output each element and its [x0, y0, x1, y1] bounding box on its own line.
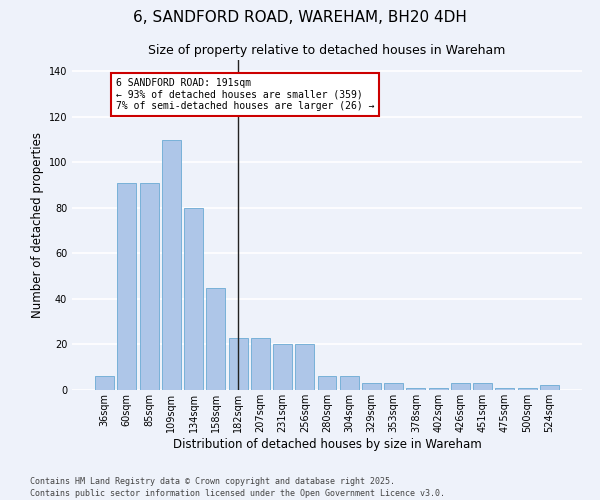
Text: 6 SANDFORD ROAD: 191sqm
← 93% of detached houses are smaller (359)
7% of semi-de: 6 SANDFORD ROAD: 191sqm ← 93% of detache… — [116, 78, 374, 112]
Bar — [384, 383, 403, 390]
Bar — [118, 183, 136, 390]
Bar — [162, 140, 181, 390]
Title: Size of property relative to detached houses in Wareham: Size of property relative to detached ho… — [148, 44, 506, 58]
Bar — [206, 288, 225, 390]
Bar — [518, 388, 536, 390]
Bar — [496, 388, 514, 390]
Bar — [429, 388, 448, 390]
Bar — [473, 383, 492, 390]
Bar — [362, 383, 381, 390]
Bar — [140, 183, 158, 390]
Bar — [340, 376, 359, 390]
Y-axis label: Number of detached properties: Number of detached properties — [31, 132, 44, 318]
Text: Contains HM Land Registry data © Crown copyright and database right 2025.
Contai: Contains HM Land Registry data © Crown c… — [30, 476, 445, 498]
Bar — [184, 208, 203, 390]
Bar — [251, 338, 270, 390]
Bar — [317, 376, 337, 390]
Text: 6, SANDFORD ROAD, WAREHAM, BH20 4DH: 6, SANDFORD ROAD, WAREHAM, BH20 4DH — [133, 10, 467, 25]
Bar — [273, 344, 292, 390]
Bar — [540, 386, 559, 390]
X-axis label: Distribution of detached houses by size in Wareham: Distribution of detached houses by size … — [173, 438, 481, 450]
Bar — [295, 344, 314, 390]
Bar — [451, 383, 470, 390]
Bar — [229, 338, 248, 390]
Bar — [95, 376, 114, 390]
Bar — [406, 388, 425, 390]
